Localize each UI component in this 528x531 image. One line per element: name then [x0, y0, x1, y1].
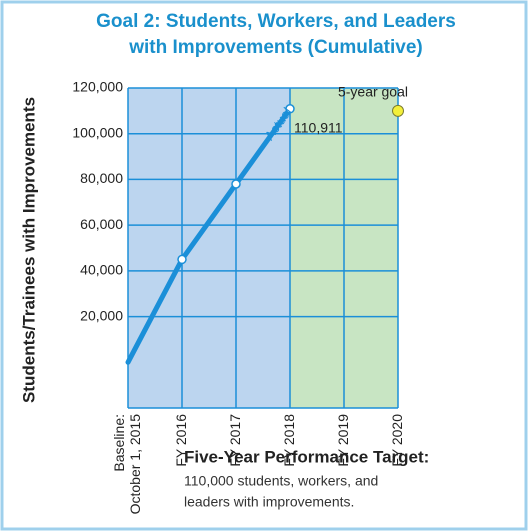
actual-point	[285, 104, 295, 114]
y-tick-label: 100,000	[72, 124, 123, 140]
goal-label: 5-year goal	[338, 84, 408, 100]
y-axis-label: Students/Trainees with Improvements	[19, 97, 38, 403]
y-tick-label: 80,000	[80, 170, 123, 186]
goal-point	[392, 104, 404, 117]
value-label: 110,911	[294, 119, 343, 135]
actual-line	[125, 106, 293, 365]
x-tick-label: FY 2019	[335, 414, 351, 467]
actual-point	[177, 254, 187, 265]
x-tick-label: FY 2020	[389, 414, 405, 467]
x-tick-label: FY 2016	[173, 414, 189, 467]
actual-point	[231, 179, 241, 189]
x-tick-label: FY 2017	[227, 414, 243, 467]
actual-period	[128, 88, 290, 408]
y-tick-label: 40,000	[80, 262, 123, 278]
footer-heading: Five-Year Performance Target:	[184, 447, 429, 466]
chart-title: with Improvements (Cumulative)	[128, 37, 423, 58]
y-tick-label: 20,000	[80, 307, 123, 323]
footer-text: 110,000 students, workers, and	[184, 473, 378, 489]
y-tick-label: 60,000	[80, 216, 123, 232]
x-tick-label: FY 2018	[281, 414, 297, 467]
y-tick-label: 120,000	[72, 79, 123, 95]
x-tick-label: Baseline:October 1, 2015	[111, 414, 143, 515]
footer-text: leaders with improvements.	[184, 494, 354, 510]
chart-title: Goal 2: Students, Workers, and Leaders	[96, 11, 456, 32]
